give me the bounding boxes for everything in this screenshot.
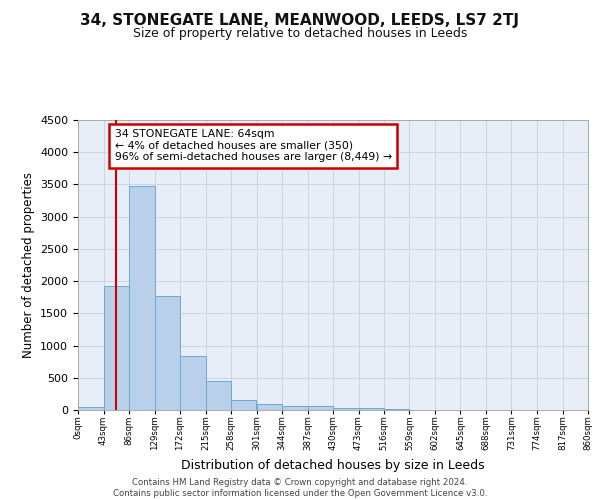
Text: 34 STONEGATE LANE: 64sqm
← 4% of detached houses are smaller (350)
96% of semi-d: 34 STONEGATE LANE: 64sqm ← 4% of detache… [115, 129, 392, 162]
Bar [104, 286, 129, 410]
Bar [282, 406, 308, 410]
Text: 34, STONEGATE LANE, MEANWOOD, LEEDS, LS7 2TJ: 34, STONEGATE LANE, MEANWOOD, LEEDS, LS7… [80, 12, 520, 28]
Bar [257, 404, 282, 410]
X-axis label: Distribution of detached houses by size in Leeds: Distribution of detached houses by size … [181, 459, 485, 472]
Bar [78, 407, 104, 410]
Bar [308, 406, 333, 410]
Bar [155, 296, 180, 410]
Bar [333, 408, 359, 410]
Bar [129, 186, 155, 410]
Text: Contains HM Land Registry data © Crown copyright and database right 2024.
Contai: Contains HM Land Registry data © Crown c… [113, 478, 487, 498]
Bar [359, 408, 384, 410]
Bar [231, 400, 256, 410]
Bar [180, 356, 205, 410]
Text: Size of property relative to detached houses in Leeds: Size of property relative to detached ho… [133, 28, 467, 40]
Y-axis label: Number of detached properties: Number of detached properties [22, 172, 35, 358]
Bar [205, 381, 231, 410]
